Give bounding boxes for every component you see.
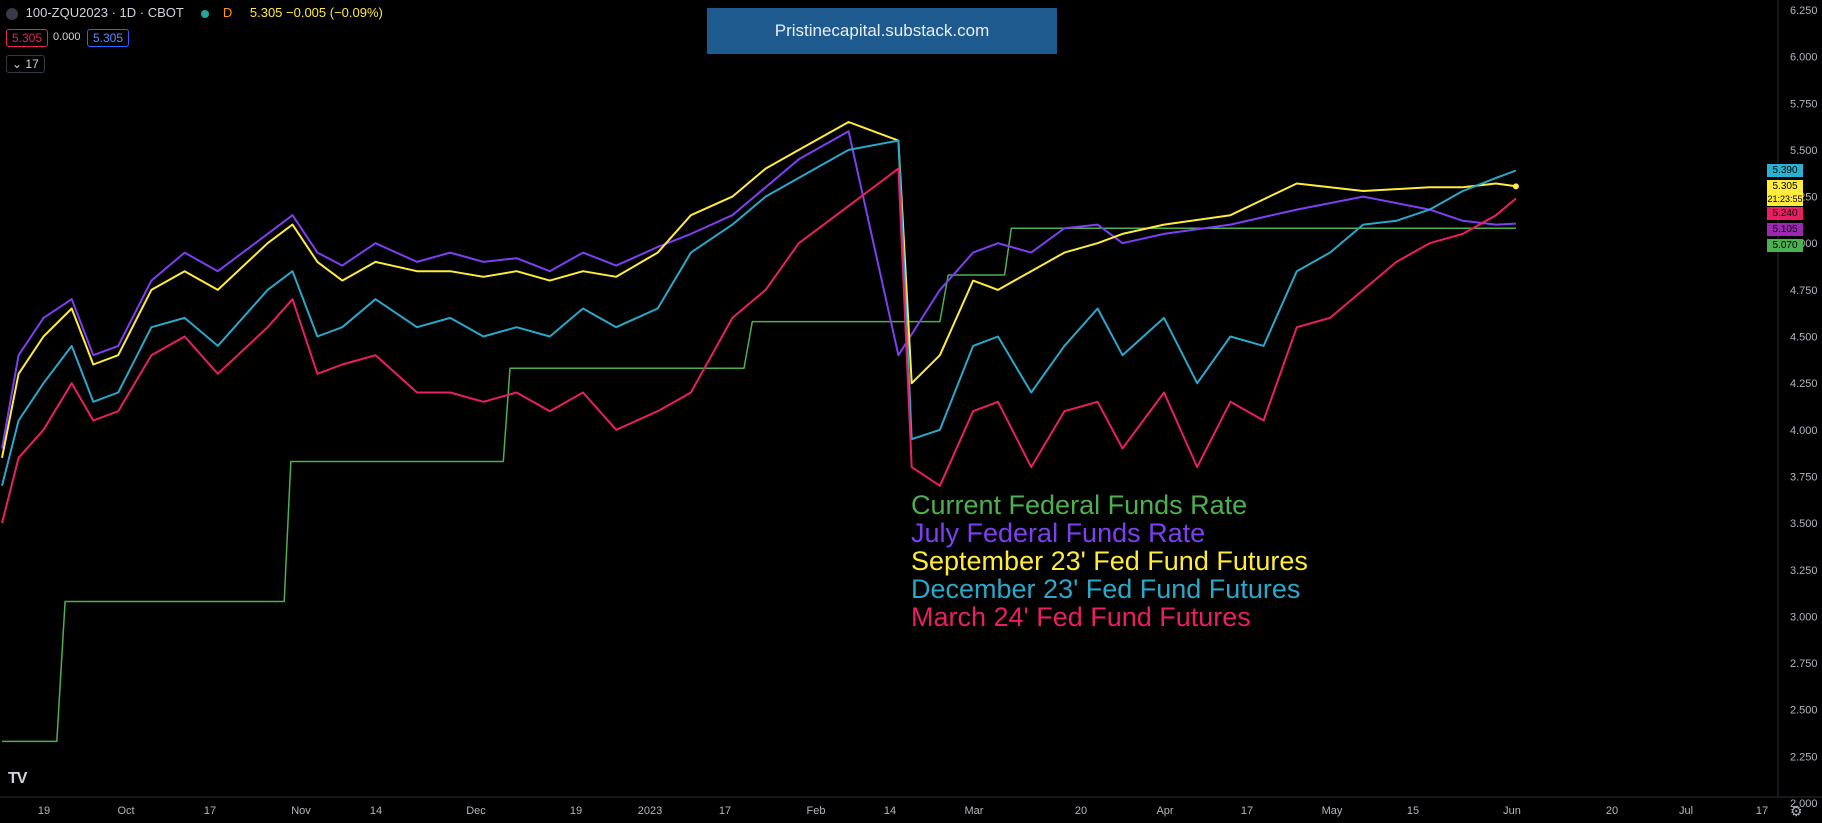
x-tick-label: 14 [884, 805, 896, 817]
x-tick-label: May [1322, 805, 1343, 817]
series-line-july-federal-funds-rate[interactable] [1, 130, 1516, 449]
x-tick-label: Oct [117, 805, 134, 817]
legend-item: Current Federal Funds Rate [911, 490, 1248, 520]
interval-badge: D [222, 5, 233, 20]
countdown-label: 21:23:55 [1767, 194, 1803, 204]
x-tick-label: 17 [1241, 805, 1253, 817]
legend-item: March 24' Fed Fund Futures [911, 602, 1251, 632]
y-tick-label: 2.500 [1790, 705, 1818, 717]
x-tick-label: Jun [1503, 805, 1521, 817]
y-tick-label: 6.250 [1790, 5, 1818, 17]
price-tag: 5.305 21:23:55 [1767, 180, 1803, 206]
y-tick-label: 5.750 [1790, 98, 1818, 110]
indicators-toggle[interactable]: ⌄ 17 [6, 55, 45, 73]
x-tick-label: Feb [807, 805, 826, 817]
symbol-header[interactable]: 100-ZQU2023 · 1D · CBOT D 5.305 −0.005 (… [6, 5, 383, 20]
y-tick-label: 4.250 [1790, 378, 1818, 390]
tradingview-logo[interactable]: TV [8, 770, 27, 788]
series-line-september-23-fed-fund-futures[interactable] [1, 121, 1517, 458]
price-axis[interactable]: 2.000 2.250 2.500 2.750 3.000 3.250 3.500 3.750… [1790, 5, 1818, 810]
x-tick-label: 17 [204, 805, 216, 817]
y-tick-label: 3.750 [1790, 471, 1818, 483]
price-tag: 5.240 [1767, 207, 1803, 220]
x-tick-label: Mar [965, 805, 984, 817]
x-tick-label: 20 [1606, 805, 1618, 817]
series-layer [1, 121, 1519, 743]
y-tick-label: 2.000 [1790, 798, 1818, 810]
y-tick-label: 3.250 [1790, 565, 1818, 577]
y-tick-label: 2.750 [1790, 658, 1818, 670]
x-tick-label: Apr [1156, 805, 1173, 817]
x-tick-label: Dec [466, 805, 486, 817]
price-summary: 5.305 −0.005 (−0.09%) [249, 5, 383, 20]
y-tick-label: 5.500 [1790, 145, 1818, 157]
y-tick-label: 2.250 [1790, 751, 1818, 763]
y-tick-label: 3.500 [1790, 518, 1818, 530]
x-tick-label: 15 [1407, 805, 1419, 817]
series-line-march-24-fed-fund-futures[interactable] [1, 167, 1517, 524]
ask-price[interactable]: 5.305 [87, 29, 130, 47]
spread-value: 0.000 [53, 31, 81, 43]
x-tick-label: 17 [719, 805, 731, 817]
series-line-december-23-fed-fund-futures[interactable] [1, 139, 1517, 487]
x-tick-label: 19 [570, 805, 582, 817]
symbol-info-icon[interactable] [6, 7, 18, 20]
watermark-banner: Pristinecapital.substack.com [707, 8, 1057, 54]
symbol-title: 100-ZQU2023 · 1D · CBOT [25, 5, 184, 20]
y-tick-label: 4.750 [1790, 285, 1818, 297]
time-axis[interactable]: 19 Oct 17 Nov 14 Dec 19 2023 17 Feb 14 Mar 20 Apr 17 Ma… [38, 805, 1768, 817]
price-tag: 5.105 [1767, 223, 1803, 236]
y-tick-label: 4.000 [1790, 425, 1818, 437]
x-tick-label: Jul [1679, 805, 1693, 817]
bid-price[interactable]: 5.305 [6, 29, 49, 47]
market-status-icon [201, 9, 210, 18]
x-tick-label: 2023 [638, 805, 662, 817]
series-line-current-federal-funds-rate[interactable] [2, 227, 1516, 743]
chevron-down-icon: ⌄ [12, 57, 23, 71]
gear-icon[interactable]: ⚙ [1790, 803, 1803, 819]
legend-item: December 23' Fed Fund Futures [911, 574, 1301, 604]
price-tag: 5.390 [1767, 164, 1803, 177]
y-tick-label: 6.000 [1790, 52, 1818, 64]
banner-text: Pristinecapital.substack.com [774, 21, 990, 40]
x-tick-label: 20 [1075, 805, 1087, 817]
x-tick-label: 14 [370, 805, 382, 817]
y-tick-label: 3.000 [1790, 611, 1818, 623]
last-price-marker [1512, 183, 1519, 190]
indicator-count: 17 [25, 57, 39, 71]
x-tick-label: 19 [38, 805, 50, 817]
price-tag: 5.070 [1767, 239, 1803, 252]
tv-logo-icon: TV [8, 770, 27, 787]
legend-item: July Federal Funds Rate [911, 518, 1206, 548]
x-tick-label: 17 [1756, 805, 1768, 817]
legend-item: September 23' Fed Fund Futures [911, 546, 1308, 576]
x-tick-label: Nov [291, 805, 311, 817]
y-tick-label: 4.500 [1790, 332, 1818, 344]
